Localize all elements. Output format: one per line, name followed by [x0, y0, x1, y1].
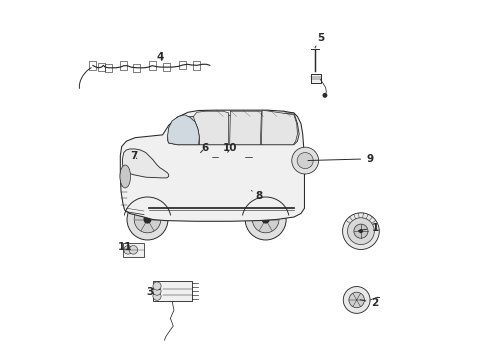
- Text: 4: 4: [156, 52, 163, 62]
- Ellipse shape: [120, 165, 130, 188]
- Circle shape: [153, 287, 161, 295]
- Text: 7: 7: [130, 151, 138, 161]
- Polygon shape: [120, 110, 304, 221]
- Polygon shape: [261, 110, 297, 145]
- Circle shape: [153, 292, 161, 300]
- Circle shape: [347, 218, 374, 244]
- Circle shape: [261, 215, 269, 224]
- Circle shape: [127, 199, 167, 240]
- Circle shape: [342, 213, 379, 249]
- Polygon shape: [310, 74, 321, 83]
- Polygon shape: [122, 243, 143, 257]
- Text: 1: 1: [358, 222, 379, 233]
- Circle shape: [297, 153, 313, 168]
- Circle shape: [353, 224, 367, 238]
- Circle shape: [291, 147, 318, 174]
- Circle shape: [129, 246, 138, 254]
- Circle shape: [134, 206, 161, 233]
- Text: 11: 11: [118, 242, 132, 252]
- Text: 9: 9: [307, 154, 372, 164]
- Text: 8: 8: [251, 190, 262, 201]
- Polygon shape: [122, 149, 168, 178]
- Circle shape: [358, 229, 362, 233]
- Circle shape: [348, 292, 364, 308]
- Circle shape: [343, 287, 369, 313]
- Text: 6: 6: [200, 143, 208, 153]
- Circle shape: [153, 282, 161, 290]
- Text: 2: 2: [359, 298, 378, 308]
- Circle shape: [143, 215, 151, 224]
- Circle shape: [252, 206, 278, 233]
- Polygon shape: [152, 281, 191, 301]
- Circle shape: [244, 199, 285, 240]
- Text: 10: 10: [223, 143, 237, 153]
- Polygon shape: [193, 111, 228, 145]
- Polygon shape: [167, 113, 299, 145]
- Circle shape: [322, 93, 327, 98]
- Text: 3: 3: [146, 287, 160, 297]
- Polygon shape: [167, 115, 199, 145]
- Circle shape: [123, 246, 132, 254]
- Polygon shape: [229, 111, 261, 145]
- Text: 5: 5: [314, 33, 324, 48]
